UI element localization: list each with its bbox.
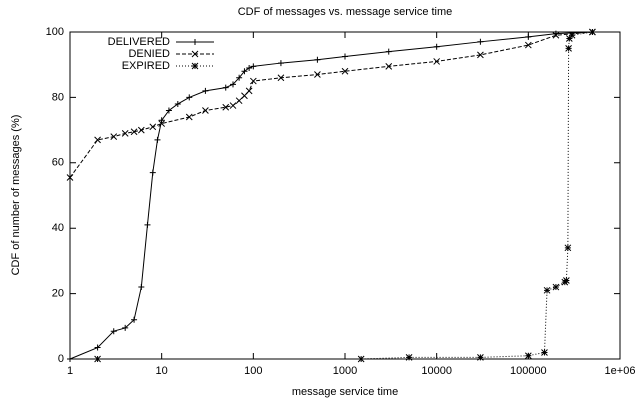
series-line bbox=[69, 31, 593, 360]
point-marker bbox=[138, 284, 145, 291]
point-marker bbox=[94, 136, 101, 144]
point-marker bbox=[277, 74, 285, 82]
point-marker bbox=[202, 107, 209, 114]
point-marker bbox=[341, 67, 349, 75]
point-marker bbox=[94, 344, 101, 351]
legend-marker bbox=[192, 39, 198, 45]
point-marker bbox=[552, 283, 560, 291]
point-marker bbox=[137, 126, 145, 134]
point-marker bbox=[67, 356, 73, 362]
point-marker bbox=[236, 74, 243, 81]
point-marker bbox=[314, 71, 321, 78]
x-tick-label: 100000 bbox=[510, 365, 547, 377]
point-marker bbox=[94, 355, 101, 363]
point-marker bbox=[149, 169, 156, 176]
y-tick-label: 100 bbox=[46, 26, 64, 38]
point-marker bbox=[565, 44, 572, 52]
point-marker bbox=[122, 324, 129, 331]
point-marker bbox=[229, 81, 236, 88]
point-marker bbox=[525, 33, 532, 40]
point-marker bbox=[130, 128, 138, 136]
point-marker bbox=[174, 100, 181, 107]
point-marker bbox=[158, 117, 165, 124]
y-tick-label: 20 bbox=[52, 288, 64, 300]
point-marker bbox=[222, 103, 230, 111]
point-marker bbox=[229, 102, 237, 109]
point-marker bbox=[202, 87, 209, 94]
point-marker bbox=[433, 43, 440, 50]
plot-frame bbox=[69, 31, 621, 360]
point-marker bbox=[110, 133, 118, 140]
point-marker bbox=[241, 68, 248, 75]
point-marker bbox=[589, 28, 596, 36]
y-axis-label: CDF of number of messages (%) bbox=[10, 115, 22, 276]
point-marker bbox=[477, 51, 484, 59]
point-marker bbox=[552, 31, 560, 39]
y-tick-label: 60 bbox=[52, 157, 64, 169]
point-marker bbox=[357, 355, 365, 363]
x-axis-label: message service time bbox=[292, 386, 398, 398]
point-marker bbox=[110, 328, 117, 335]
point-marker bbox=[246, 64, 253, 71]
legend-marker bbox=[191, 62, 199, 70]
x-tick-label: 1000 bbox=[333, 365, 357, 377]
point-marker bbox=[245, 87, 253, 95]
point-marker bbox=[158, 120, 166, 127]
y-tick-label: 40 bbox=[52, 222, 64, 234]
point-marker bbox=[185, 113, 193, 121]
point-marker bbox=[541, 349, 548, 356]
point-marker bbox=[524, 352, 532, 360]
point-marker bbox=[66, 174, 74, 181]
point-marker bbox=[121, 130, 129, 137]
legend-label: DENIED bbox=[128, 48, 170, 60]
point-marker bbox=[154, 136, 161, 143]
point-marker bbox=[149, 123, 157, 131]
point-marker bbox=[314, 56, 321, 63]
point-marker bbox=[342, 53, 348, 60]
x-tick-label: 10 bbox=[156, 365, 168, 377]
point-marker bbox=[563, 277, 570, 284]
point-marker bbox=[565, 35, 573, 42]
y-tick-label: 80 bbox=[52, 91, 64, 103]
x-tick-label: 100 bbox=[244, 365, 262, 377]
point-marker bbox=[564, 244, 572, 252]
x-tick-label: 1e+06 bbox=[605, 365, 636, 377]
point-marker bbox=[385, 48, 392, 55]
point-marker bbox=[131, 316, 138, 323]
legend-marker bbox=[191, 50, 199, 58]
point-marker bbox=[165, 107, 172, 114]
y-tick-label: 0 bbox=[58, 353, 64, 365]
chart-title: CDF of messages vs. message service time bbox=[238, 6, 453, 18]
point-marker bbox=[222, 84, 229, 91]
point-marker bbox=[433, 58, 441, 65]
point-marker bbox=[144, 221, 151, 228]
point-marker bbox=[543, 286, 551, 294]
point-marker bbox=[250, 63, 257, 70]
point-marker bbox=[277, 60, 284, 67]
legend-label: EXPIRED bbox=[122, 60, 170, 72]
legend-label: DELIVERED bbox=[108, 36, 170, 48]
x-tick-label: 10000 bbox=[421, 365, 452, 377]
point-marker bbox=[235, 97, 243, 105]
x-tick-label: 1 bbox=[67, 365, 73, 377]
point-marker bbox=[477, 354, 484, 361]
point-marker bbox=[568, 31, 576, 39]
point-marker bbox=[405, 354, 413, 361]
point-marker bbox=[385, 62, 393, 70]
point-marker bbox=[186, 94, 193, 101]
series-line bbox=[97, 31, 593, 360]
point-marker bbox=[524, 41, 532, 49]
point-marker bbox=[477, 38, 484, 45]
point-marker bbox=[249, 77, 257, 85]
